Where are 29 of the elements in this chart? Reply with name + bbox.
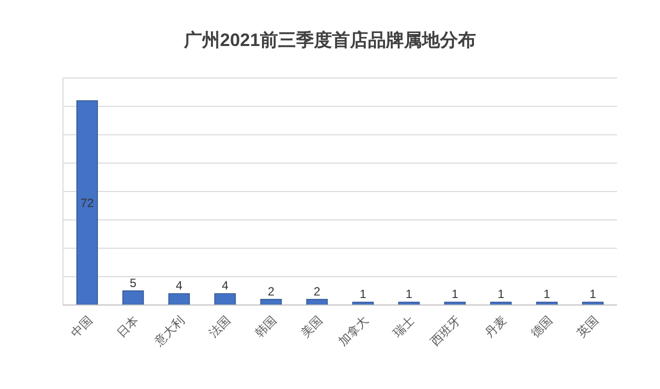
- data-label: 5: [130, 276, 137, 290]
- x-tick-label: 丹麦: [482, 313, 509, 340]
- x-tick-label: 瑞士: [390, 313, 418, 340]
- x-tick-label: 日本: [114, 313, 142, 340]
- data-label: 1: [498, 287, 505, 302]
- x-tick-label: 美国: [298, 313, 326, 340]
- data-label: 1: [452, 287, 459, 302]
- data-label: 2: [268, 284, 275, 298]
- x-tick-label: 法国: [206, 313, 234, 340]
- x-tick-label: 韩国: [252, 313, 280, 340]
- data-label: 2: [314, 284, 321, 298]
- x-tick-label: 英国: [574, 313, 601, 340]
- data-label: 1: [544, 287, 551, 302]
- bar: [168, 293, 190, 306]
- bar: [122, 290, 144, 306]
- data-label: 1: [590, 287, 597, 302]
- chart-title: 广州2021前三季度首店品牌属地分布: [182, 30, 476, 50]
- data-label: 4: [176, 278, 183, 293]
- x-tick-label: 中国: [68, 313, 96, 340]
- bar: [76, 100, 98, 306]
- data-label: 1: [360, 287, 367, 302]
- x-tick-label: 西班牙: [428, 313, 463, 349]
- bar: [214, 293, 236, 306]
- data-label: 72: [80, 196, 94, 210]
- x-tick-label: 意大利: [151, 313, 188, 350]
- data-label: 4: [222, 278, 229, 293]
- x-tick-label: 德国: [528, 313, 555, 340]
- x-tick-label: 加拿大: [336, 313, 372, 349]
- data-label: 1: [406, 287, 413, 302]
